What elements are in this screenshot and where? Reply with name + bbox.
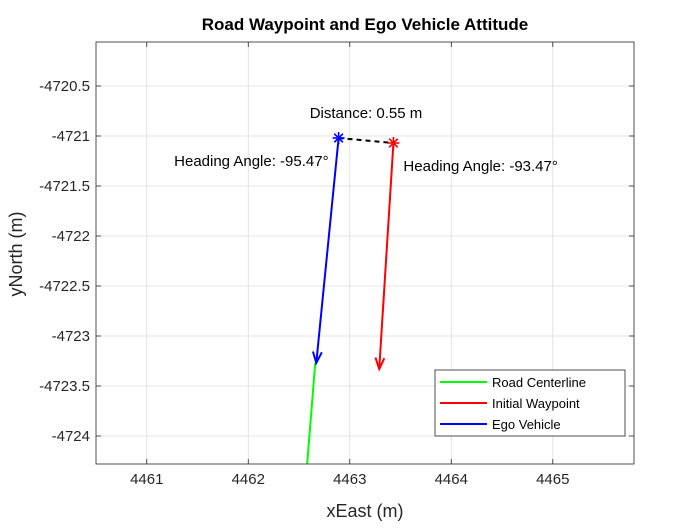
distance-annotation: Distance: 0.55 m [310, 105, 423, 122]
y-axis-label: yNorth (m) [6, 212, 26, 297]
legend-label: Ego Vehicle [492, 417, 561, 432]
waypoint-marker-stroke [388, 138, 399, 148]
chart-title: Road Waypoint and Ego Vehicle Attitude [202, 15, 528, 34]
waypoint-arrow-shaft [378, 142, 395, 370]
ego-marker [332, 132, 345, 144]
ego-heading-annotation: Heading Angle: -95.47° [174, 153, 328, 170]
series-group [306, 132, 400, 465]
legend-label: Initial Waypoint [492, 396, 580, 411]
axes-box [95, 41, 635, 465]
y-tick-label: -4720.5 [39, 78, 90, 95]
ticks: 4461 4462 4463 4464 4465 -4724 -4723.5 -4723 -47… [39, 42, 634, 488]
y-tick-label: -4721.5 [39, 178, 90, 195]
y-tick-label: -4722.5 [39, 278, 90, 295]
waypoint-arrow-head [374, 357, 386, 372]
y-tick-label: -4723.5 [39, 378, 90, 395]
x-tick-label: 4464 [435, 471, 468, 488]
y-tick-label: -4721 [52, 128, 90, 145]
waypoint-marker [387, 137, 400, 149]
ego-arrow-head [311, 351, 323, 366]
ego-arrow-shaft [315, 137, 340, 364]
distance-line [338, 137, 394, 144]
x-tick-label: 4463 [333, 471, 366, 488]
x-tick-label: 4465 [536, 471, 569, 488]
x-tick-label: 4462 [232, 471, 265, 488]
road-centerline-line [306, 362, 317, 465]
y-tick-label: -4723 [52, 328, 90, 345]
y-tick-label: -4722 [52, 228, 90, 245]
ego-marker-stroke [333, 133, 344, 143]
waypoint-heading-annotation: Heading Angle: -93.47° [403, 158, 557, 175]
x-tick-label: 4461 [130, 471, 163, 488]
y-tick-label: -4724 [52, 428, 90, 445]
legend-label: Road Centerline [492, 375, 586, 390]
x-axis-label: xEast (m) [326, 501, 403, 521]
plot-area: 4461 4462 4463 4464 4465 -4724 -4723.5 -4723 -47… [39, 41, 635, 488]
legend: Road Centerline Initial Waypoint Ego Vehic… [434, 369, 626, 437]
